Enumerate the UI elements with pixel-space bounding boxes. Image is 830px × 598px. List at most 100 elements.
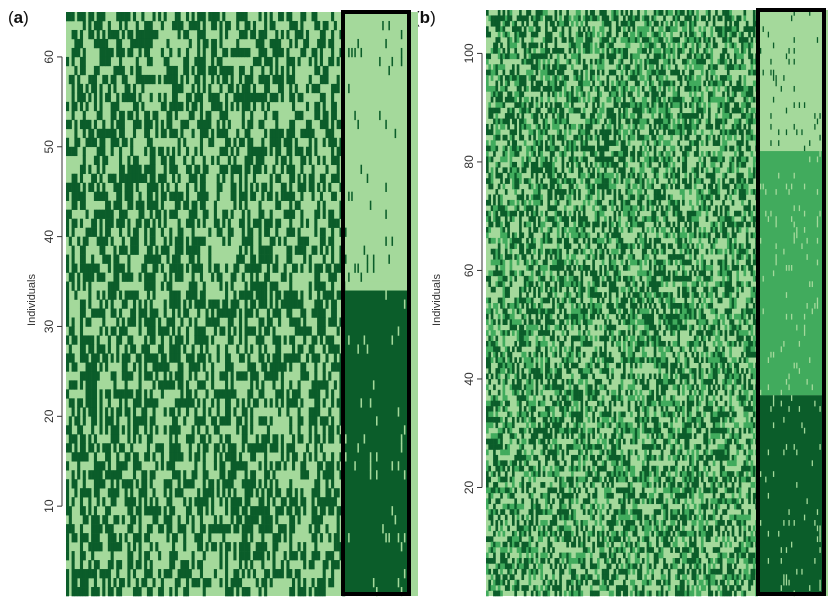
heatmap-cell	[272, 236, 276, 246]
heatmap-cell	[493, 384, 496, 391]
heatmap-cell	[174, 299, 178, 309]
heatmap-cell	[336, 560, 340, 570]
heatmap-cell	[526, 411, 529, 418]
heatmap-cell	[135, 587, 139, 597]
heatmap-cell	[331, 290, 335, 300]
heatmap-cell	[549, 552, 553, 559]
heatmap-cell	[252, 173, 257, 183]
heatmap-cell	[507, 444, 510, 450]
heatmap-cell	[291, 74, 296, 85]
heatmap-cell	[241, 542, 245, 552]
heatmap-cell	[121, 578, 125, 588]
heatmap-cell	[542, 259, 546, 266]
y-tick-label: 20	[42, 409, 56, 423]
heatmap-cell	[497, 319, 501, 326]
heatmap-cell	[554, 10, 558, 16]
heatmap-cell	[163, 380, 167, 390]
heatmap-cell	[105, 443, 109, 453]
heatmap-cell	[535, 590, 539, 597]
heatmap-cell	[77, 425, 81, 435]
heatmap-cell	[91, 416, 95, 426]
heatmap-cell	[225, 578, 229, 588]
heatmap-cell	[135, 65, 139, 76]
heatmap-cell	[172, 101, 176, 112]
heatmap-cell	[185, 92, 190, 103]
heatmap-cell	[328, 488, 332, 498]
heatmap-cell	[213, 218, 217, 228]
heatmap-cell	[99, 146, 103, 157]
heatmap-cell	[119, 110, 123, 121]
heatmap-cell	[535, 172, 539, 179]
heatmap-cell	[68, 12, 72, 22]
heatmap-cell	[528, 26, 532, 33]
heatmap-cell	[490, 270, 494, 277]
heatmap-cell	[497, 183, 501, 190]
heatmap-cell	[526, 15, 529, 22]
heatmap-cell	[116, 263, 120, 273]
heatmap-cell	[502, 547, 506, 553]
heatmap-cell	[291, 65, 296, 76]
heatmap-cell	[500, 487, 503, 494]
heatmap-cell	[319, 515, 323, 525]
heatmap-cell	[490, 536, 494, 543]
heatmap-cell	[549, 579, 553, 586]
heatmap-cell	[244, 434, 248, 444]
heatmap-cell	[528, 10, 532, 16]
heatmap-cell	[88, 128, 92, 139]
heatmap-cell	[77, 281, 81, 291]
heatmap-cell	[311, 551, 315, 561]
heatmap-cell	[528, 482, 532, 488]
heatmap-cell	[91, 308, 95, 318]
heatmap-cell	[533, 503, 536, 510]
heatmap-cell	[336, 506, 340, 516]
heatmap-cell	[490, 585, 494, 591]
heatmap-cell	[77, 191, 81, 201]
heatmap-cell	[107, 587, 111, 597]
heatmap-cell	[537, 270, 541, 277]
heatmap-cell	[172, 560, 176, 570]
heatmap-cell	[169, 479, 173, 489]
heatmap-cell	[533, 20, 536, 27]
heatmap-cell	[99, 12, 103, 22]
heatmap-cell	[174, 92, 178, 103]
heatmap-cell	[121, 236, 125, 246]
heatmap-cell	[528, 319, 532, 326]
heatmap-cell	[493, 449, 496, 456]
heatmap-cell	[523, 26, 527, 33]
heatmap-cell	[545, 520, 548, 526]
heatmap-cell	[530, 102, 534, 108]
heatmap-cell	[155, 398, 159, 408]
heatmap-cell	[275, 569, 279, 579]
heatmap-cell	[490, 96, 494, 103]
heatmap-cell	[191, 218, 195, 228]
heatmap-cell	[119, 587, 123, 597]
heatmap-cell	[166, 281, 170, 291]
heatmap-cell	[278, 524, 282, 534]
heatmap-cell	[322, 92, 326, 103]
heatmap-cell	[523, 161, 527, 168]
heatmap-cell	[504, 471, 508, 477]
heatmap-cell	[486, 487, 489, 494]
heatmap-cell	[547, 492, 551, 499]
heatmap-cell	[93, 524, 97, 534]
heatmap-cell	[486, 357, 489, 363]
heatmap-cell	[549, 205, 553, 212]
heatmap-cell	[74, 137, 78, 148]
heatmap-cell	[264, 398, 268, 408]
heatmap-cell	[535, 69, 539, 76]
heatmap-cell	[495, 113, 499, 119]
heatmap-cell	[132, 173, 137, 183]
heatmap-cell	[540, 167, 543, 174]
heatmap-cell	[545, 10, 548, 16]
heatmap-cell	[230, 74, 234, 85]
heatmap-cell	[528, 123, 532, 130]
heatmap-cell	[545, 237, 548, 244]
heatmap-cell	[113, 245, 117, 255]
heatmap-cell	[116, 218, 120, 228]
heatmap-cell	[269, 299, 273, 309]
heatmap-cell	[317, 326, 321, 336]
heatmap-cell	[486, 31, 489, 38]
heatmap-cell	[110, 128, 114, 139]
heatmap-cell	[116, 479, 120, 489]
heatmap-cell	[138, 272, 142, 282]
